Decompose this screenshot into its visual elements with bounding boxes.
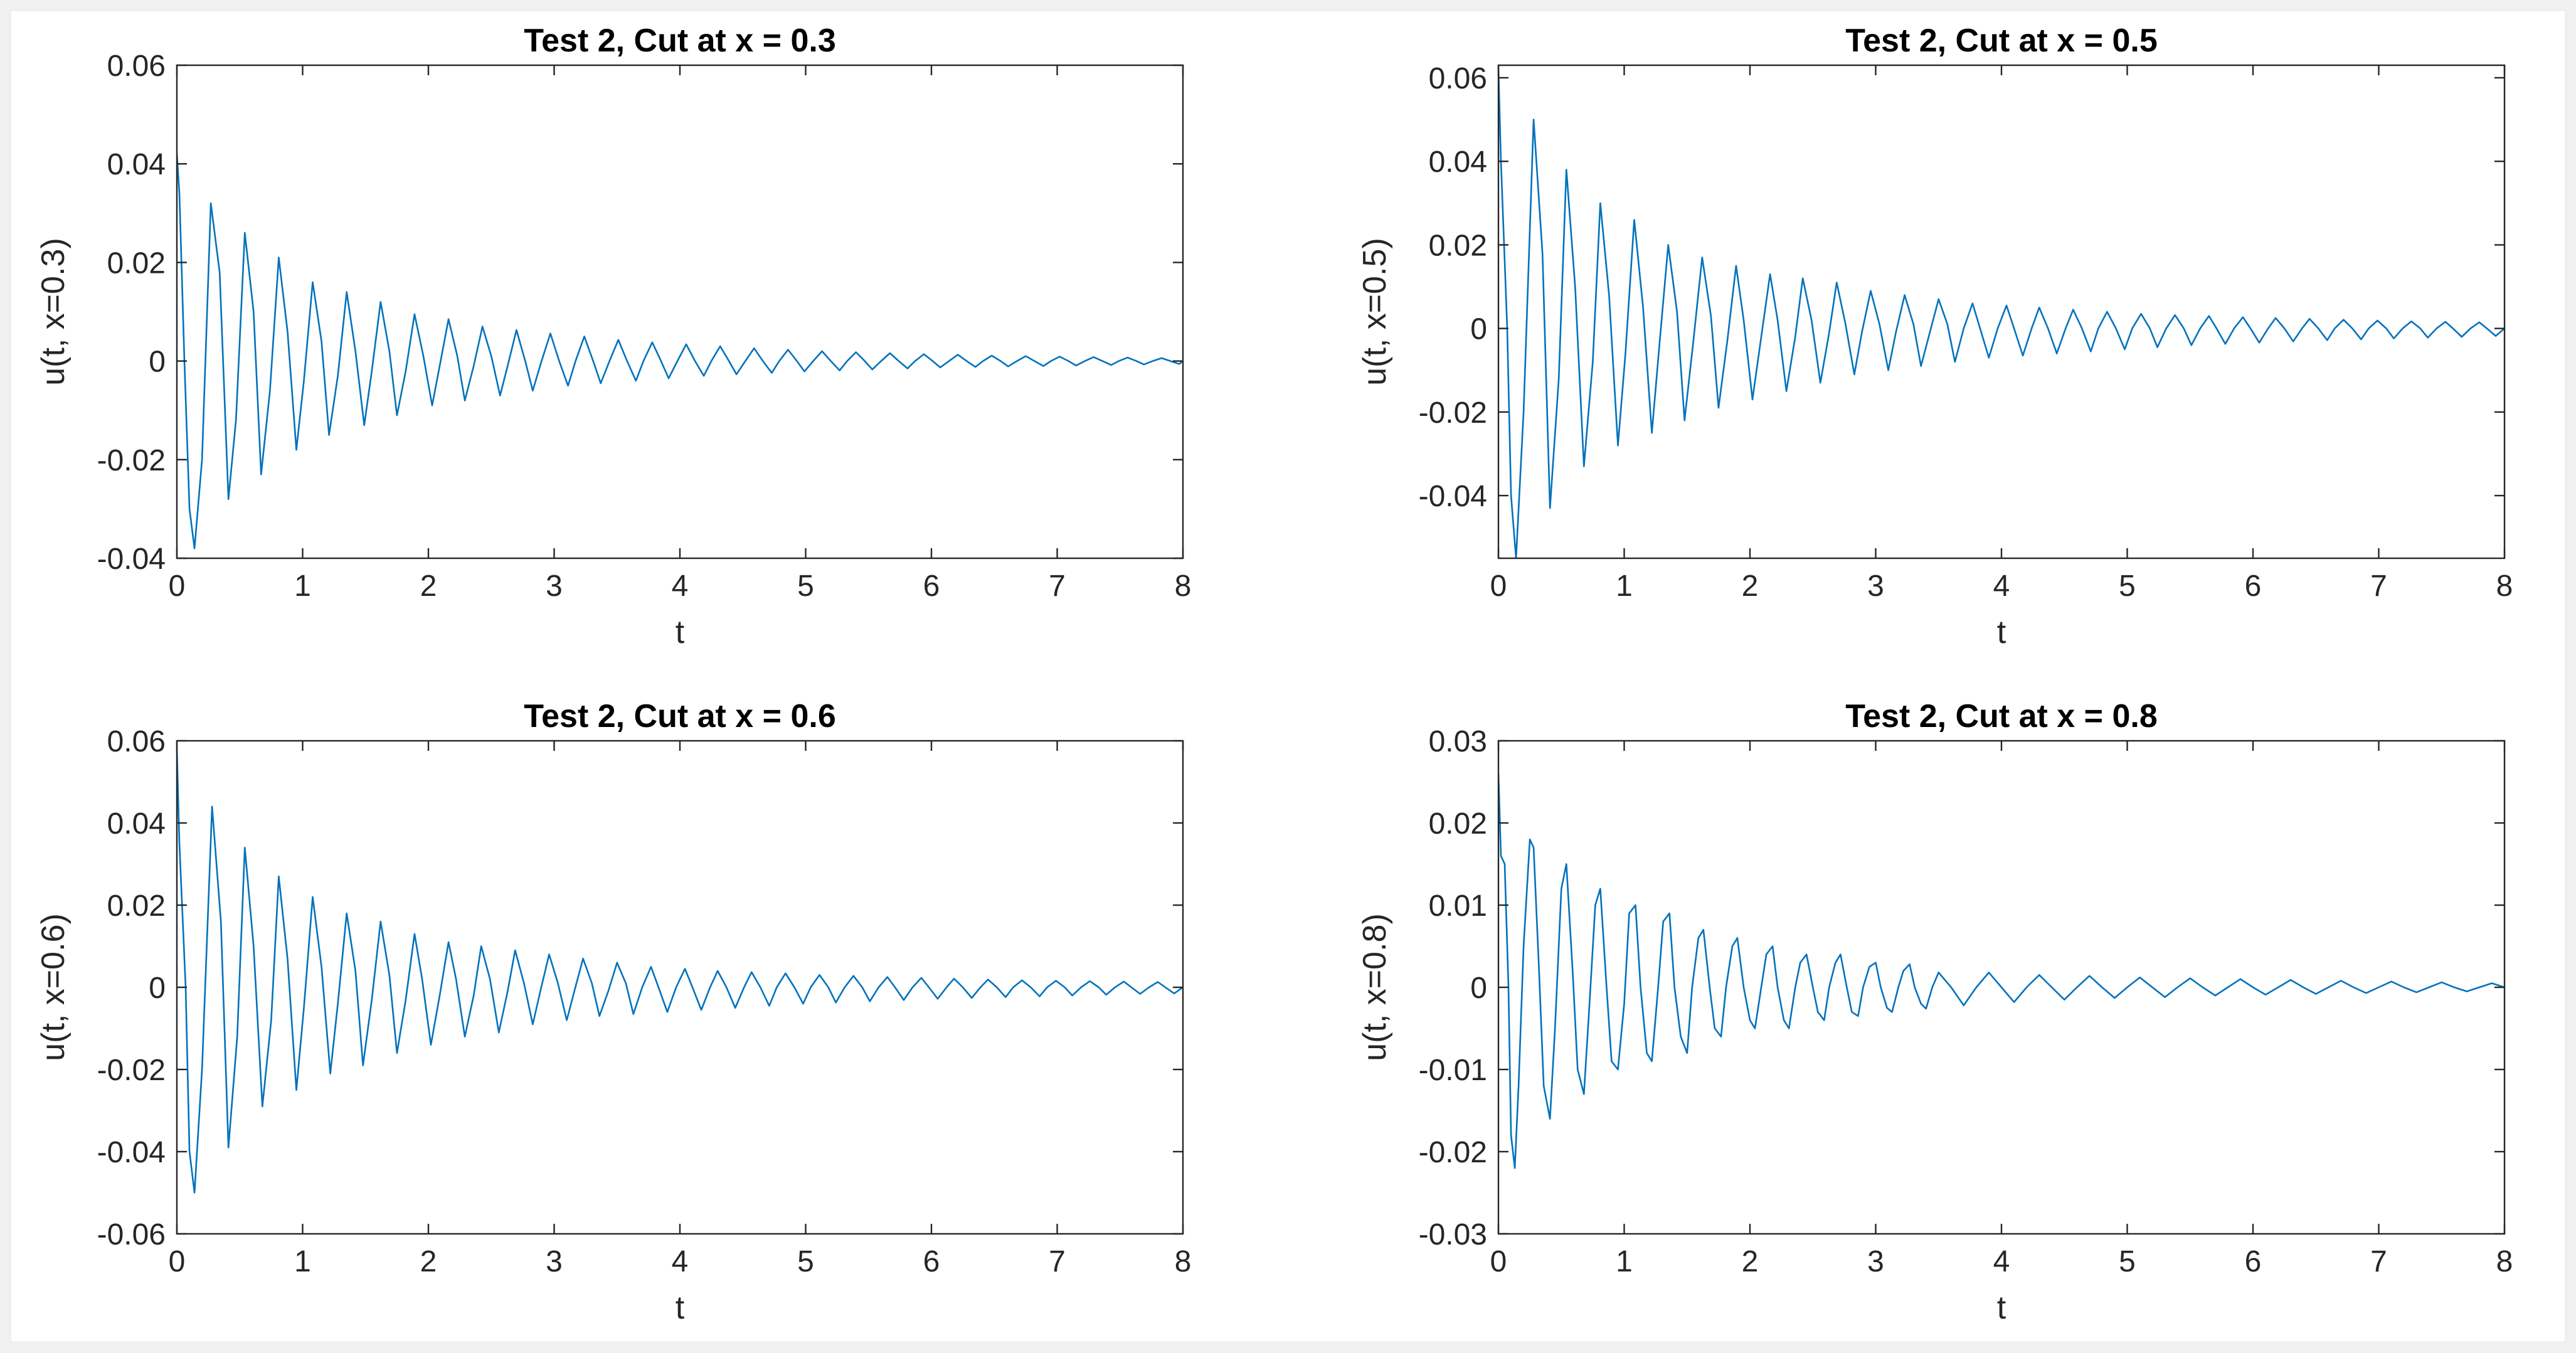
chart-title-x08: Test 2, Cut at x = 0.8 [1845,698,2158,735]
y-tick-label-x08-1: -0.02 [1419,1136,1487,1169]
x-axis-label-x08: t [1997,1290,2006,1326]
series-line-x03-0 [177,154,1183,549]
chart-title-x03: Test 2, Cut at x = 0.3 [524,23,836,59]
x-tick-label-x03-7: 7 [1049,570,1066,603]
y-tick-label-x05-3: 0.02 [1429,229,1487,262]
x-tick-label-x03-6: 6 [923,570,940,603]
x-tick-label-x05-5: 5 [2119,570,2136,603]
x-tick-label-x05-8: 8 [2496,570,2513,603]
y-axis-label-x05: u(t, x=0.5) [1357,238,1393,386]
x-tick-label-x05-4: 4 [1993,570,2010,603]
x-tick-label-x03-1: 1 [294,570,311,603]
x-tick-label-x08-5: 5 [2119,1245,2136,1278]
x-tick-label-x05-6: 6 [2245,570,2262,603]
y-tick-label-x03-3: 0.02 [107,247,166,280]
x-tick-label-x06-3: 3 [546,1245,563,1278]
x-tick-label-x03-4: 4 [672,570,689,603]
x-tick-label-x05-2: 2 [1742,570,1759,603]
x-axis-label-x05: t [1997,614,2006,650]
x-tick-label-x03-8: 8 [1175,570,1192,603]
x-axis-label-x06: t [676,1290,685,1326]
y-tick-label-x03-2: 0 [149,346,166,379]
chart-title-x06: Test 2, Cut at x = 0.6 [524,698,836,735]
x-tick-label-x05-0: 0 [1490,570,1507,603]
y-tick-label-x05-4: 0.04 [1429,146,1487,179]
figure: 0 1 2 3 4 5 6 7 8 -0.04 -0.02 0 0.02 0.04 0.06 Test 2, … [11,11,2565,1341]
x-tick-label-x03-5: 5 [797,570,814,603]
y-tick-label-x06-1: -0.04 [97,1136,166,1169]
plot-area-x05 [1498,65,2504,558]
figure-canvas: 0 1 2 3 4 5 6 7 8 -0.04 -0.02 0 0.02 0.04 0.06 Test 2, … [35,23,2513,1326]
y-tick-label-x05-5: 0.06 [1429,62,1487,95]
x-axis-label-x03: t [676,614,685,650]
x-tick-label-x08-8: 8 [2496,1245,2513,1278]
series-line-x08-0 [1498,773,2504,1169]
y-tick-label-x08-4: 0.01 [1429,889,1487,923]
x-tick-label-x03-0: 0 [169,570,186,603]
x-tick-label-x06-2: 2 [420,1245,437,1278]
series-line-x06-0 [177,749,1183,1194]
plot-area-x03 [177,65,1183,558]
x-tick-label-x06-7: 7 [1049,1245,1066,1278]
y-tick-label-x05-2: 0 [1470,313,1487,346]
x-tick-label-x03-2: 2 [420,570,437,603]
x-tick-label-x08-1: 1 [1616,1245,1633,1278]
y-tick-label-x08-0: -0.03 [1419,1218,1487,1251]
y-tick-label-x05-1: -0.02 [1419,396,1487,430]
y-tick-label-x03-5: 0.06 [107,50,166,83]
x-tick-label-x05-1: 1 [1616,570,1633,603]
plot-area-x06 [177,741,1183,1234]
x-tick-label-x06-5: 5 [797,1245,814,1278]
x-tick-label-x06-4: 4 [672,1245,689,1278]
x-tick-label-x03-3: 3 [546,570,563,603]
y-tick-label-x03-1: -0.02 [97,444,166,477]
x-tick-label-x06-0: 0 [169,1245,186,1278]
chart-panel-x05: 0 1 2 3 4 5 6 7 8 -0.04 -0.02 0 0.02 0.04 0.06 Test 2, … [1357,23,2513,650]
y-axis-label-x08: u(t, x=0.8) [1357,913,1393,1061]
chart-panel-x06: 0 1 2 3 4 5 6 7 8 -0.06 -0.04 -0.02 0 0.02 0.04 0.06 Tes… [35,698,1191,1326]
x-tick-label-x05-7: 7 [2370,570,2387,603]
chart-panel-x03: 0 1 2 3 4 5 6 7 8 -0.04 -0.02 0 0.02 0.04 0.06 Test 2, … [35,23,1191,650]
y-tick-label-x08-2: -0.01 [1419,1054,1487,1087]
x-tick-label-x08-0: 0 [1490,1245,1507,1278]
y-tick-label-x06-6: 0.06 [107,725,166,758]
y-tick-label-x08-5: 0.02 [1429,807,1487,841]
x-tick-label-x08-4: 4 [1993,1245,2010,1278]
y-tick-label-x05-0: -0.04 [1419,480,1487,513]
chart-title-x05: Test 2, Cut at x = 0.5 [1845,23,2158,59]
x-tick-label-x08-2: 2 [1742,1245,1759,1278]
y-axis-label-x06: u(t, x=0.6) [35,913,72,1061]
y-tick-label-x06-3: 0 [149,972,166,1005]
chart-panel-x08: 0 1 2 3 4 5 6 7 8 -0.03 -0.02 -0.01 0 0.01 0.02 0.03 Tes… [1357,698,2513,1326]
y-tick-label-x06-0: -0.06 [97,1218,166,1251]
x-tick-label-x08-6: 6 [2245,1245,2262,1278]
y-axis-label-x03: u(t, x=0.3) [35,238,72,386]
x-tick-label-x06-1: 1 [294,1245,311,1278]
x-tick-label-x08-3: 3 [1867,1245,1884,1278]
x-tick-label-x06-6: 6 [923,1245,940,1278]
x-tick-label-x05-3: 3 [1867,570,1884,603]
y-tick-label-x03-0: -0.04 [97,543,166,576]
y-tick-label-x06-2: -0.02 [97,1054,166,1087]
y-tick-label-x06-4: 0.02 [107,889,166,923]
y-tick-label-x08-6: 0.03 [1429,725,1487,758]
x-tick-label-x06-8: 8 [1175,1245,1192,1278]
y-tick-label-x03-4: 0.04 [107,148,166,181]
y-tick-label-x06-5: 0.04 [107,807,166,841]
series-line-x05-0 [1498,69,2504,558]
y-tick-label-x08-3: 0 [1470,972,1487,1005]
x-tick-label-x08-7: 7 [2370,1245,2387,1278]
